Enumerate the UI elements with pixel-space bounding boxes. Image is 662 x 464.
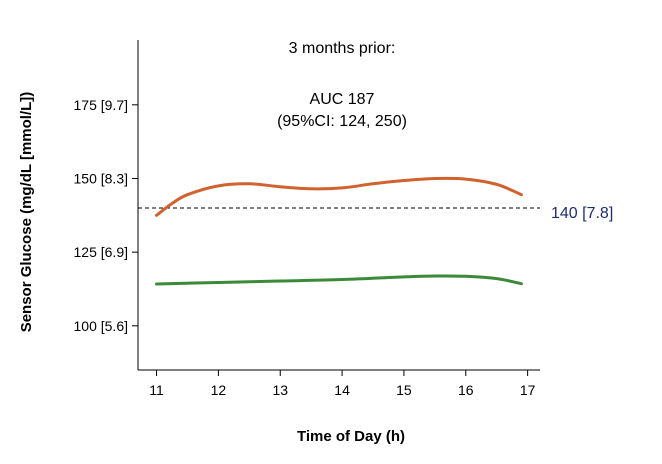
x-tick-label: 15: [396, 382, 412, 398]
y-tick-label: 175 [9.7]: [74, 97, 129, 113]
y-axis-title: Sensor Glucose (mg/dL [mmol/L]): [18, 92, 35, 333]
series-line-green: [155, 274, 523, 286]
series-line-orange: [155, 176, 523, 217]
x-tick-label: 13: [272, 382, 288, 398]
series-group: [155, 176, 523, 286]
annotation-auc: AUC 187: [310, 91, 375, 108]
reference-line-label: 140 [7.8]: [551, 205, 613, 222]
annotation-ci: (95%CI: 124, 250): [277, 113, 407, 130]
y-tick-label: 100 [5.6]: [74, 318, 129, 334]
x-axis: 11 12 13 14 15 16 17: [138, 369, 540, 398]
annotation-title: 3 months prior:: [289, 40, 396, 57]
x-tick-label: 12: [211, 382, 227, 398]
x-tick-label: 11: [149, 382, 164, 398]
x-tick-label: 17: [520, 382, 536, 398]
y-axis: 100 [5.6] 125 [6.9] 150 [8.3] 175 [9.7]: [74, 40, 139, 370]
y-tick-label: 125 [6.9]: [74, 244, 129, 260]
y-tick-label: 150 [8.3]: [74, 170, 129, 186]
x-tick-label: 16: [458, 382, 474, 398]
x-tick-label: 14: [334, 382, 350, 398]
x-axis-title: Time of Day (h): [297, 428, 405, 445]
reference-line-group: 140 [7.8]: [138, 205, 613, 222]
